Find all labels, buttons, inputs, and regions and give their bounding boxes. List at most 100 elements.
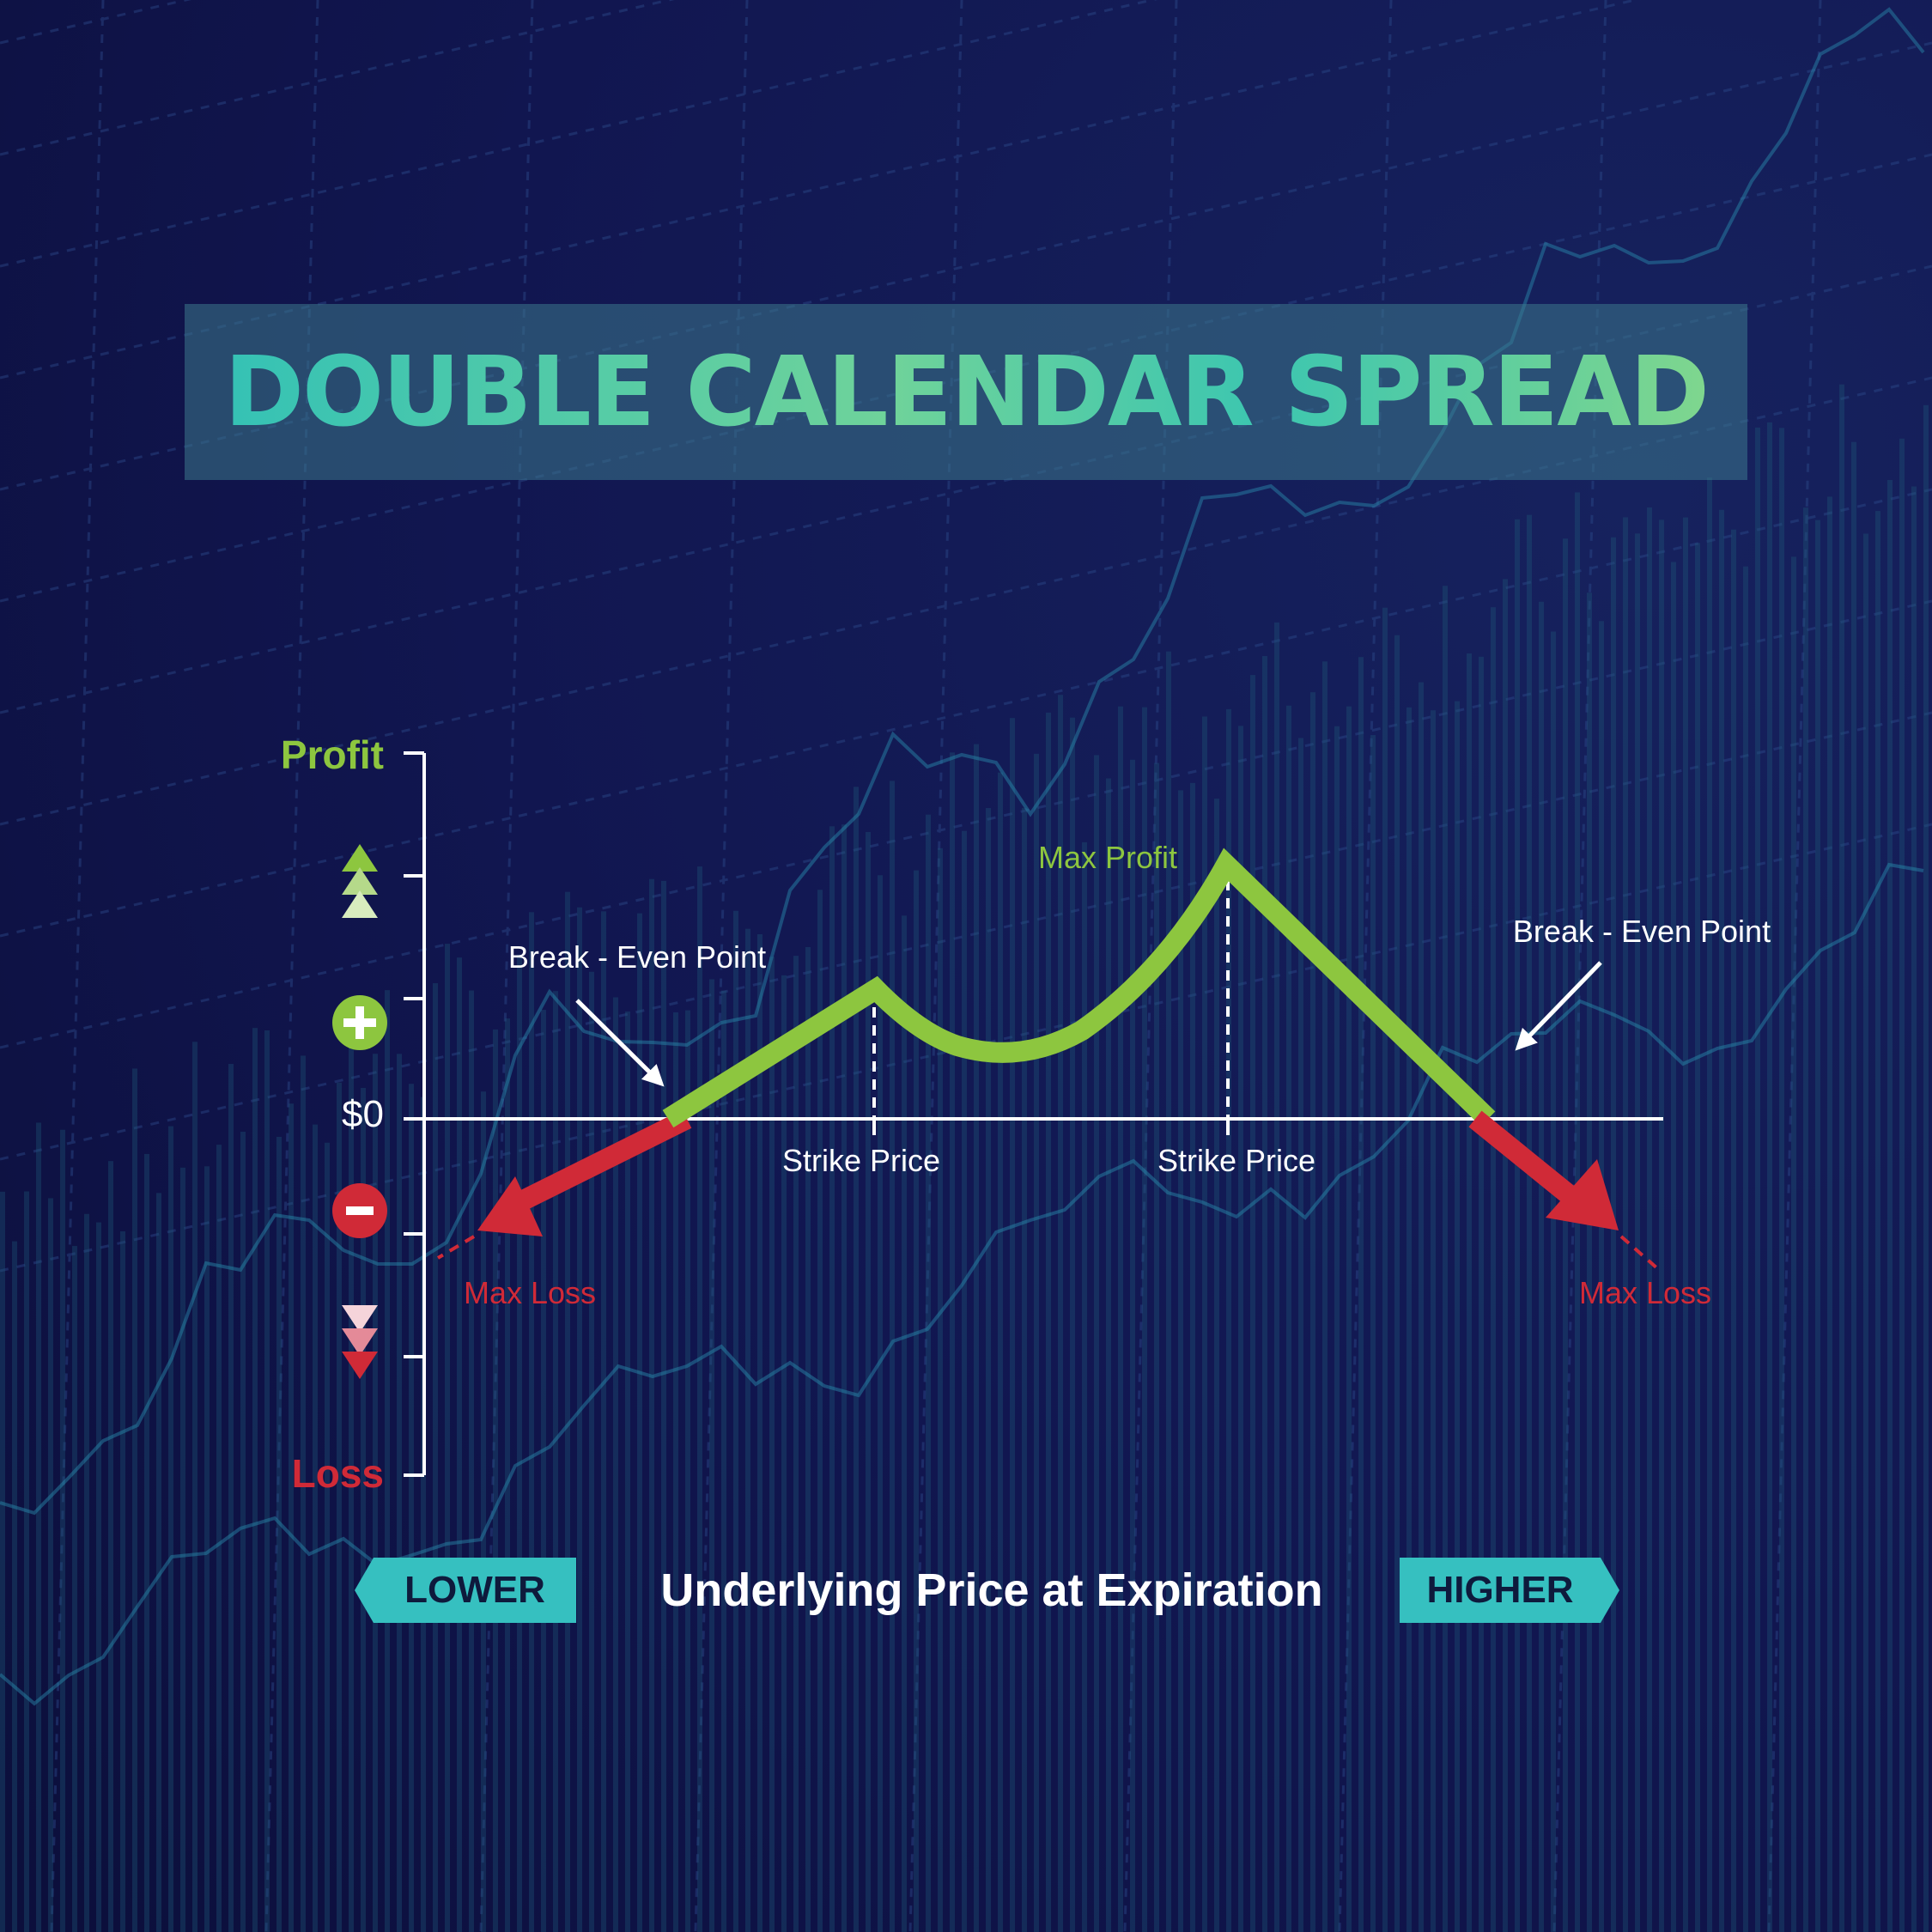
bg-bar [1286, 705, 1291, 1932]
bg-bar [325, 1142, 330, 1932]
bg-bar [1791, 556, 1796, 1932]
bg-bar [1298, 738, 1303, 1932]
bg-bar [96, 1222, 101, 1932]
max-loss-left-label: Max Loss [464, 1275, 596, 1310]
break-even-left-label: Break - Even Point [508, 939, 766, 975]
bg-bar [1130, 759, 1135, 1932]
higher-tag: HIGHER [1400, 1558, 1619, 1623]
bg-bar [397, 1054, 402, 1932]
bg-bar [805, 946, 811, 1932]
bg-bar [1154, 762, 1159, 1932]
bg-bar [1851, 441, 1856, 1932]
bg-bar [1719, 509, 1724, 1932]
bg-bar [998, 772, 1003, 1932]
bg-bar [264, 1030, 270, 1932]
bg-bar [228, 1064, 234, 1932]
bg-bar [1443, 586, 1448, 1932]
bg-bar [721, 990, 726, 1932]
page-title: DOUBLE CALENDAR SPREAD [224, 336, 1710, 448]
bg-grid-line [0, 0, 1641, 380]
bg-bar [1166, 651, 1171, 1932]
bg-bar [709, 979, 714, 1932]
bg-bar [421, 1097, 426, 1932]
bg-bar [1034, 753, 1039, 1932]
max-profit-label: Max Profit [1038, 840, 1177, 875]
bg-grid-line [1338, 0, 1393, 1932]
loss-extension-left [436, 1235, 476, 1260]
bg-bar [373, 1054, 378, 1932]
bg-bar [745, 928, 750, 1932]
plus-circle-icon [332, 995, 387, 1050]
bg-bar [1274, 622, 1279, 1932]
bg-bar [1815, 519, 1820, 1932]
bg-bar [926, 814, 931, 1932]
break-even-right-label: Break - Even Point [1513, 914, 1771, 949]
bg-bar [505, 1018, 510, 1932]
bg-bar [637, 913, 642, 1932]
bg-bar [1587, 592, 1592, 1932]
bg-bar [1527, 514, 1532, 1932]
bg-bar [1551, 631, 1556, 1932]
bg-bar [120, 1230, 125, 1932]
bg-bar [1695, 543, 1700, 1932]
minus-circle-icon [332, 1183, 387, 1238]
bg-bar [1346, 706, 1352, 1932]
title-banner: DOUBLE CALENDAR SPREAD [185, 304, 1747, 480]
bg-trend-line [0, 7, 1925, 1516]
bg-bar [950, 752, 955, 1932]
bg-bar [1923, 404, 1929, 1932]
bg-bar [914, 870, 919, 1932]
bg-bar [144, 1153, 149, 1932]
bg-bar [1887, 480, 1893, 1932]
bg-bar [1250, 675, 1255, 1932]
bg-bar [1094, 755, 1099, 1932]
bg-bar [1202, 716, 1207, 1932]
bg-bar [1479, 656, 1484, 1932]
bg-grid-line [50, 0, 105, 1932]
bg-bar [529, 912, 534, 1932]
bg-bar [1322, 661, 1327, 1932]
profit-up-arrows-icon [342, 844, 378, 918]
bg-bar [1082, 841, 1087, 1932]
bg-bar [878, 875, 883, 1932]
bg-bar [0, 1191, 5, 1932]
bg-bar [517, 954, 522, 1932]
bg-bar [156, 1193, 161, 1932]
bg-bar [1863, 533, 1868, 1932]
x-axis-title: Underlying Price at Expiration [660, 1564, 1323, 1616]
bg-bar [1731, 529, 1736, 1932]
bg-bar [589, 971, 594, 1932]
bg-bar [1599, 621, 1604, 1932]
bg-grid-line [264, 0, 319, 1932]
bg-bar [829, 826, 835, 1932]
bg-grid-line [908, 0, 963, 1932]
bg-bar [697, 866, 702, 1932]
bg-bar [1539, 601, 1544, 1932]
bg-bar [457, 957, 462, 1932]
bg-bar [1310, 692, 1315, 1932]
bg-bar [685, 1010, 690, 1932]
bg-bar [613, 997, 618, 1932]
bg-bar [289, 1103, 294, 1932]
bg-bar [1563, 538, 1568, 1932]
bg-bar [204, 1166, 210, 1932]
loss-arrowhead-left [477, 1176, 543, 1236]
bg-grid-line [694, 0, 749, 1932]
bg-bar [36, 1122, 41, 1932]
bg-bar [84, 1213, 89, 1932]
bg-bar [1779, 428, 1784, 1932]
bg-bar [24, 1191, 29, 1932]
bg-bar [469, 990, 474, 1932]
bg-bar [1671, 562, 1676, 1932]
bg-bar [1899, 438, 1905, 1932]
bg-bar [409, 1084, 414, 1932]
bg-bar [890, 781, 895, 1932]
bg-grid-line [0, 488, 1932, 938]
bg-bar [817, 890, 823, 1932]
bg-bar [216, 1145, 222, 1932]
bg-bar [1623, 517, 1628, 1932]
bg-bar [1431, 710, 1436, 1932]
bg-bar [1058, 695, 1063, 1932]
bg-bar [769, 957, 775, 1932]
